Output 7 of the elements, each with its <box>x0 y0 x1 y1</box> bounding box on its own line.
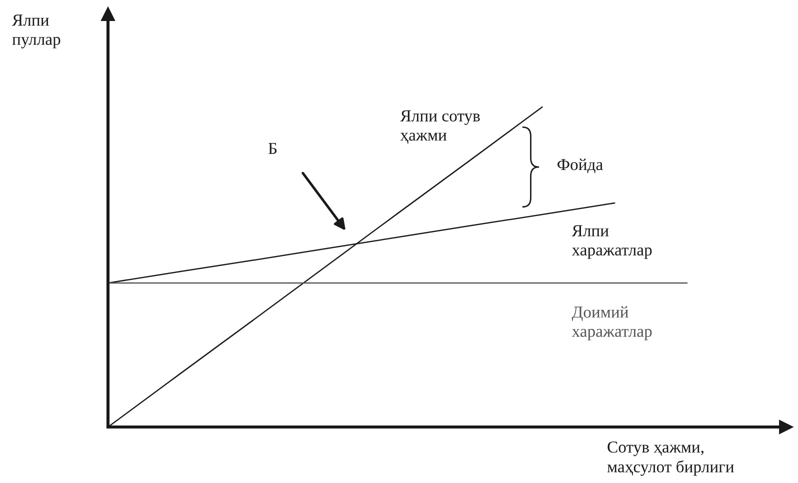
x-axis-title: Сотув ҳажми, маҳсулот бирлиги <box>607 441 734 476</box>
y-axis-title: Ялпи пуллар <box>12 14 60 48</box>
annotation: Фойда <box>558 158 603 174</box>
series-label: Ялпи харажатлар <box>572 225 652 259</box>
series-label: Доимий харажатлар <box>572 306 652 340</box>
series-label: Ялпи сотув ҳажми <box>400 110 480 144</box>
annotation: Б <box>268 142 277 154</box>
